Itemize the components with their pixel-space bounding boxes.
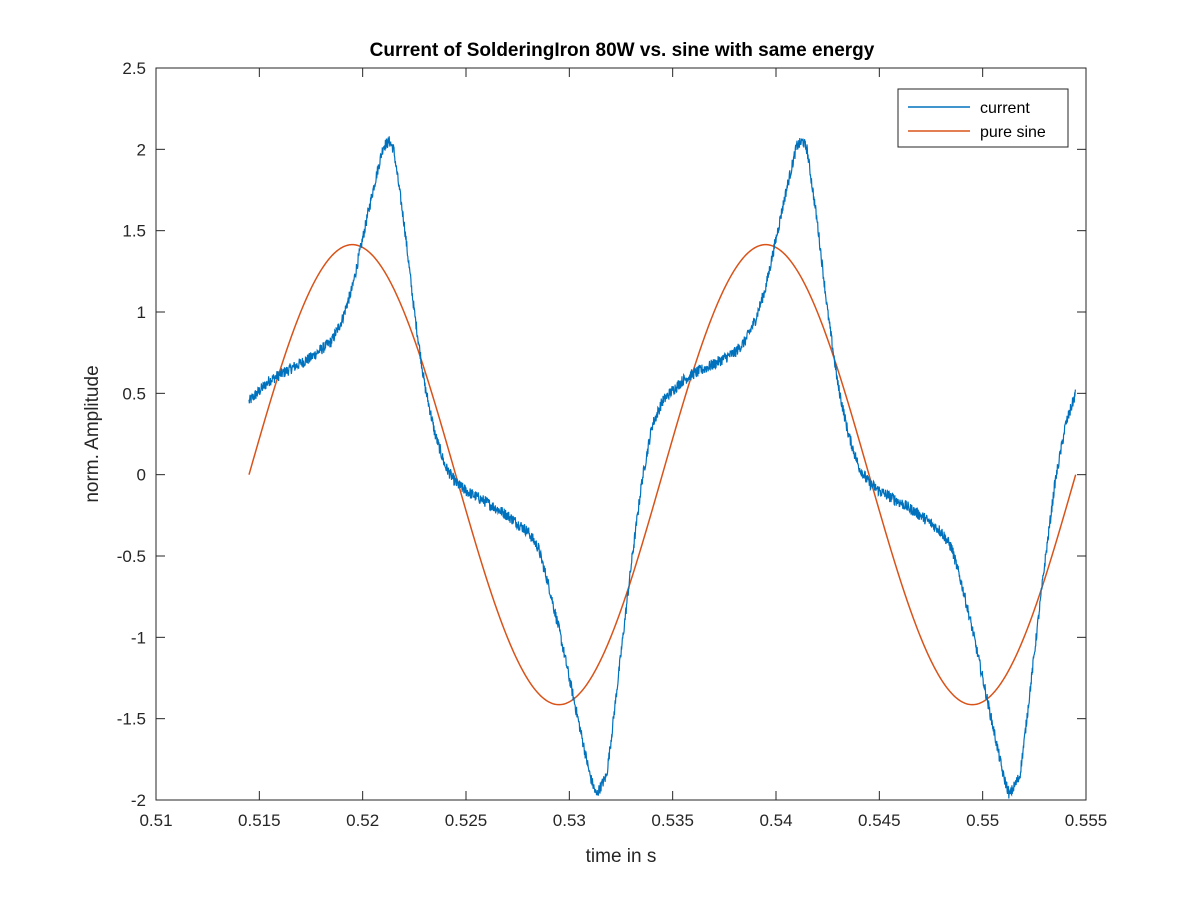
x-axis-label: time in s: [586, 846, 657, 867]
legend-box: [897, 88, 1069, 148]
x-tick-label: 0.525: [445, 811, 488, 830]
series-line-current: [248, 136, 1077, 799]
y-tick-label: -1.5: [117, 710, 146, 729]
series-layer: [248, 136, 1077, 799]
y-tick-label: 1: [137, 303, 146, 322]
x-tick-label: 0.55: [966, 811, 999, 830]
x-tick-label: 0.53: [553, 811, 586, 830]
y-tick-label: -2: [131, 791, 146, 810]
x-tick-label: 0.535: [651, 811, 694, 830]
legend-label-current: current: [980, 100, 1030, 117]
y-tick-label: -0.5: [117, 547, 146, 566]
x-tick-label: 0.54: [759, 811, 792, 830]
series-line-pure-sine: [248, 243, 1077, 706]
x-tick-label: 0.52: [346, 811, 379, 830]
y-axis-ticks: -2 -1.5 -1 -0.5 0 0.5 1 1.5 2 2.5: [117, 59, 1086, 810]
y-tick-label: 0: [137, 466, 146, 485]
y-tick-label: 2: [137, 140, 146, 159]
plot-area: [155, 67, 1087, 801]
legend-label-pure-sine: pure sine: [980, 124, 1046, 141]
y-axis-label: norm. Amplitude: [82, 365, 103, 502]
y-tick-label: 2.5: [122, 59, 146, 78]
chart-title: Current of SolderingIron 80W vs. sine wi…: [370, 40, 875, 61]
x-axis-ticks: 0.51 0.515 0.52 0.525 0.53 0.535 0.54 0.545 0.55…: [139, 68, 1107, 830]
x-tick-label: 0.555: [1065, 811, 1108, 830]
y-tick-label: 1.5: [122, 222, 146, 241]
x-tick-label: 0.545: [858, 811, 901, 830]
legend: current pure sine: [897, 88, 1069, 148]
y-tick-label: -1: [131, 628, 146, 647]
y-tick-label: 0.5: [122, 384, 146, 403]
x-tick-label: 0.515: [238, 811, 281, 830]
x-tick-label: 0.51: [139, 811, 172, 830]
